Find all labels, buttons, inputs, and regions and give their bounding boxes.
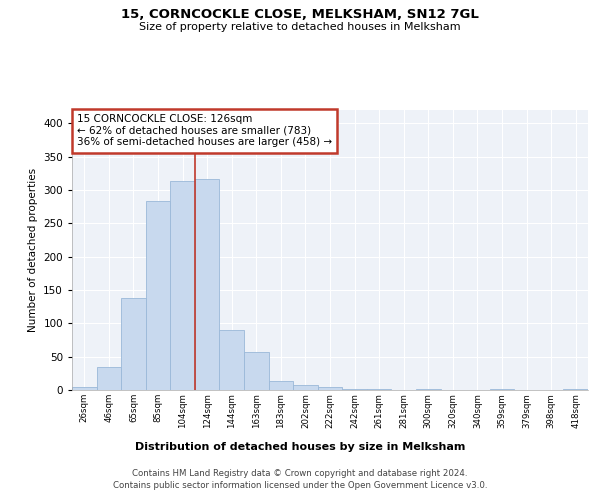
Bar bbox=[97, 366, 121, 390]
Bar bbox=[72, 388, 97, 390]
Text: Size of property relative to detached houses in Melksham: Size of property relative to detached ho… bbox=[139, 22, 461, 32]
Y-axis label: Number of detached properties: Number of detached properties bbox=[28, 168, 38, 332]
Bar bbox=[318, 388, 342, 390]
Text: Distribution of detached houses by size in Melksham: Distribution of detached houses by size … bbox=[135, 442, 465, 452]
Bar bbox=[416, 388, 440, 390]
Bar bbox=[244, 352, 269, 390]
Bar bbox=[367, 388, 391, 390]
Text: Contains HM Land Registry data © Crown copyright and database right 2024.: Contains HM Land Registry data © Crown c… bbox=[132, 469, 468, 478]
Text: 15, CORNCOCKLE CLOSE, MELKSHAM, SN12 7GL: 15, CORNCOCKLE CLOSE, MELKSHAM, SN12 7GL bbox=[121, 8, 479, 20]
Text: 15 CORNCOCKLE CLOSE: 126sqm
← 62% of detached houses are smaller (783)
36% of se: 15 CORNCOCKLE CLOSE: 126sqm ← 62% of det… bbox=[77, 114, 332, 148]
Bar bbox=[342, 388, 367, 390]
Bar bbox=[293, 384, 318, 390]
Bar bbox=[220, 330, 244, 390]
Bar bbox=[195, 178, 220, 390]
Text: Contains public sector information licensed under the Open Government Licence v3: Contains public sector information licen… bbox=[113, 481, 487, 490]
Bar bbox=[146, 202, 170, 390]
Bar bbox=[121, 298, 146, 390]
Bar bbox=[170, 180, 195, 390]
Bar bbox=[269, 380, 293, 390]
